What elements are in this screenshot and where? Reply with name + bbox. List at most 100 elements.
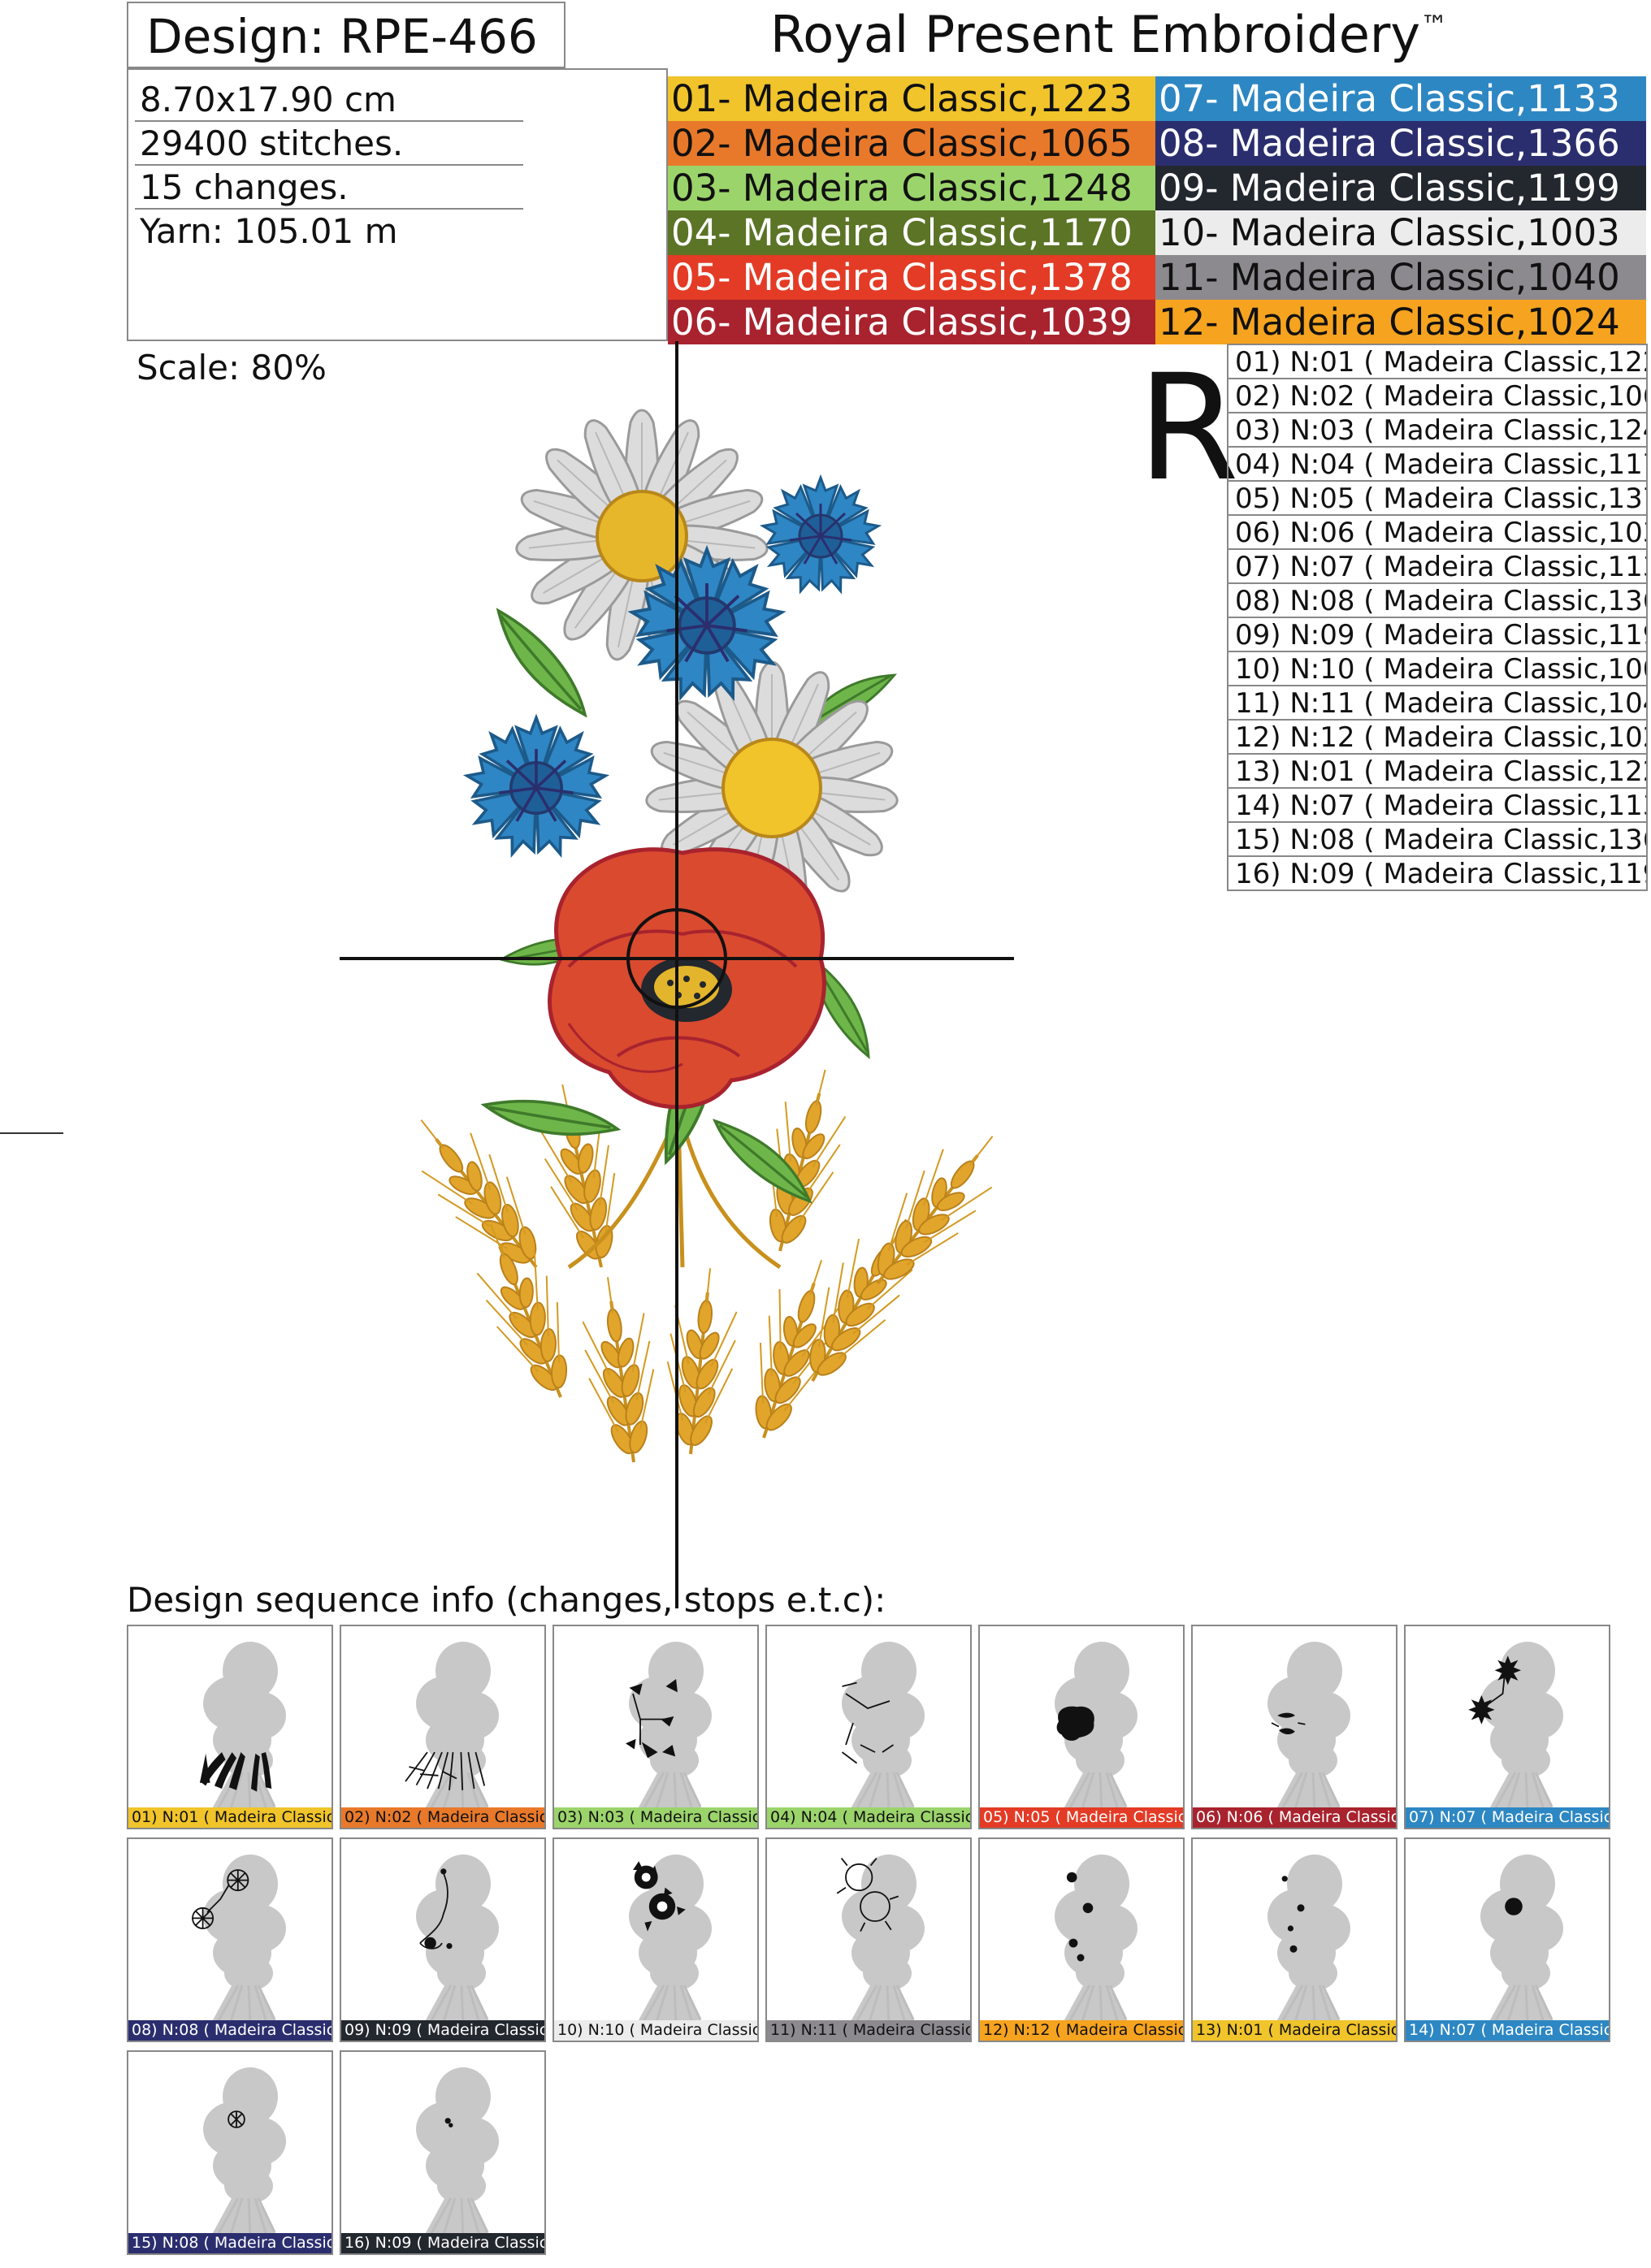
sequence-thumbnail: 05) N:05 ( Madeira Classic,1378) [978, 1625, 1185, 1829]
sequence-row: 03) N:03 ( Madeira Classic,1248) [1228, 413, 1646, 448]
daisy-top [514, 409, 770, 664]
sequence-row: 01) N:01 ( Madeira Classic,1223) [1228, 345, 1646, 379]
sequence-row: 08) N:08 ( Madeira Classic,1366) [1228, 584, 1646, 618]
sequence-thumbnail: 04) N:04 ( Madeira Classic,1170) [765, 1625, 972, 1829]
thumbnail-label: 08) N:08 ( Madeira Classic,1366) [128, 2020, 332, 2041]
thread-swatch-3: 03- Madeira Classic,1248 [668, 166, 1155, 210]
poppy-flower [548, 847, 826, 1110]
thumbnail-label: 11) N:11 ( Madeira Classic,1040) [767, 2020, 970, 2041]
thumbnail-label: 02) N:02 ( Madeira Classic,1065) [341, 1807, 544, 1828]
thumbnail-label: 12) N:12 ( Madeira Classic,1024) [980, 2020, 1183, 2041]
thumbnail-step-preview [203, 2067, 286, 2235]
sequence-thumbnail: 12) N:12 ( Madeira Classic,1024) [978, 1837, 1185, 2042]
thumbnail-label: 03) N:03 ( Madeira Classic,1248) [554, 1807, 757, 1828]
thumbnail-label: 07) N:07 ( Madeira Classic,1133) [1406, 1807, 1609, 1828]
sequence-thumbnail: 07) N:07 ( Madeira Classic,1133) [1404, 1625, 1610, 1829]
thumbnail-step-preview [1055, 1642, 1138, 1809]
thumbnail-step-preview [629, 1855, 712, 2022]
sequence-thumbnail: 15) N:08 ( Madeira Classic,1366) [127, 2050, 333, 2255]
thread-swatch-12: 12- Madeira Classic,1024 [1155, 300, 1646, 344]
sequence-thumbnail: 13) N:01 ( Madeira Classic,1223) [1191, 1837, 1398, 2042]
thread-swatch-1: 01- Madeira Classic,1223 [668, 76, 1155, 121]
sequence-thumbnail: 14) N:07 ( Madeira Classic,1133) [1404, 1837, 1610, 2042]
thumbnail-step-preview [1055, 1855, 1138, 2022]
thumbnail-step-preview [1468, 1642, 1563, 1809]
info-divider [135, 120, 523, 122]
design-size: 8.70x17.90 cm [140, 80, 396, 119]
daisy-middle [644, 660, 900, 916]
design-id-label: Design: RPE-466 [127, 2, 566, 68]
thumbnail-label: 10) N:10 ( Madeira Classic,1003) [554, 2020, 757, 2041]
sequence-row: 10) N:10 ( Madeira Classic,1003) [1228, 652, 1646, 686]
thumbnail-label: 06) N:06 ( Madeira Classic,1039) [1193, 1807, 1396, 1828]
sequence-row: 16) N:09 ( Madeira Classic,1199) [1228, 857, 1646, 891]
thumbnail-step-preview [841, 1642, 925, 1809]
thumbnail-label: 04) N:04 ( Madeira Classic,1170) [767, 1807, 970, 1828]
thread-swatch-7: 07- Madeira Classic,1133 [1155, 76, 1646, 121]
design-info-panel: 8.70x17.90 cm 29400 stitches. 15 changes… [127, 68, 668, 341]
sequence-thumbnail: 08) N:08 ( Madeira Classic,1366) [127, 1837, 333, 2042]
sequence-row: 05) N:05 ( Madeira Classic,1378) [1228, 482, 1646, 516]
sequence-row: 07) N:07 ( Madeira Classic,1133) [1228, 550, 1646, 584]
thread-swatch-9: 09- Madeira Classic,1199 [1155, 166, 1646, 210]
thumbnail-label: 14) N:07 ( Madeira Classic,1133) [1406, 2020, 1609, 2041]
thumbnail-step-preview [836, 1855, 925, 2022]
info-divider [135, 164, 523, 166]
info-divider [135, 208, 523, 210]
sequence-thumbnail: 06) N:06 ( Madeira Classic,1039) [1191, 1625, 1398, 1829]
sequence-row: 02) N:02 ( Madeira Classic,1065) [1228, 379, 1646, 413]
sequence-thumbnail: 02) N:02 ( Madeira Classic,1065) [340, 1625, 546, 1829]
sequence-row: 15) N:08 ( Madeira Classic,1366) [1228, 823, 1646, 857]
sequence-row: 14) N:07 ( Madeira Classic,1133) [1228, 789, 1646, 823]
stitch-count: 29400 stitches. [140, 123, 404, 163]
thumbnail-step-preview [200, 1642, 286, 1809]
thumbnail-label: 09) N:09 ( Madeira Classic,1199) [341, 2020, 544, 2041]
thread-swatch-8: 08- Madeira Classic,1366 [1155, 121, 1646, 166]
cornflower-left [462, 716, 611, 863]
thread-swatch-4: 04- Madeira Classic,1170 [668, 210, 1155, 255]
hoop-edge-mark [0, 1132, 63, 1134]
thumbnail-label: 05) N:05 ( Madeira Classic,1378) [980, 1807, 1183, 1828]
thread-swatch-5: 05- Madeira Classic,1378 [668, 255, 1155, 300]
thumbnail-step-preview [1480, 1855, 1563, 2022]
sequence-row: 13) N:01 ( Madeira Classic,1223) [1228, 755, 1646, 789]
stitch-sequence-list: 01) N:01 ( Madeira Classic,1223) 02) N:02… [1227, 344, 1648, 891]
trademark-mark: ™ [1420, 10, 1449, 42]
thumbnail-step-preview [192, 1855, 286, 2022]
brand-name: Royal Present Embroidery [770, 5, 1421, 64]
cornflower-right [759, 476, 882, 598]
sequence-row: 12) N:12 ( Madeira Classic,1024) [1228, 721, 1646, 755]
embroidery-design-preview [325, 341, 1040, 1608]
thumbnail-step-preview [405, 1642, 499, 1809]
thumbnail-step-preview [416, 1855, 499, 2022]
center-crosshair [340, 341, 1014, 1608]
sequence-info-title: Design sequence info (changes, stops e.t… [127, 1580, 886, 1620]
sequence-row: 04) N:04 ( Madeira Classic,1170) [1228, 448, 1646, 482]
thumbnail-label: 15) N:08 ( Madeira Classic,1366) [128, 2233, 332, 2253]
sequence-row: 11) N:11 ( Madeira Classic,1040) [1228, 686, 1646, 721]
thread-swatch-11: 11- Madeira Classic,1040 [1155, 255, 1646, 300]
thread-swatch-2: 02- Madeira Classic,1065 [668, 121, 1155, 166]
thumbnail-step-preview [626, 1642, 712, 1809]
yarn-length: Yarn: 105.01 m [140, 211, 398, 251]
orientation-mark: R [1138, 344, 1240, 513]
sequence-row: 09) N:09 ( Madeira Classic,1199) [1228, 618, 1646, 652]
sequence-thumbnail: 01) N:01 ( Madeira Classic,1223) [127, 1625, 333, 1829]
thumbnail-step-preview [416, 2067, 499, 2235]
sequence-thumbnail: 03) N:03 ( Madeira Classic,1248) [552, 1625, 759, 1829]
color-change-count: 15 changes. [140, 167, 349, 207]
thread-swatch-10: 10- Madeira Classic,1003 [1155, 210, 1646, 255]
thumbnail-step-preview [1268, 1642, 1350, 1809]
brand-title: Royal Present Embroidery™ [770, 5, 1448, 64]
thumbnail-step-preview [1268, 1855, 1350, 2022]
sequence-thumbnail: 10) N:10 ( Madeira Classic,1003) [552, 1837, 759, 2042]
scale-label: Scale: 80% [136, 348, 327, 387]
thread-swatch-6: 06- Madeira Classic,1039 [668, 300, 1155, 344]
thumbnail-label: 01) N:01 ( Madeira Classic,1223) [128, 1807, 332, 1828]
sequence-row: 06) N:06 ( Madeira Classic,1039) [1228, 516, 1646, 550]
thumbnail-label: 13) N:01 ( Madeira Classic,1223) [1193, 2020, 1396, 2041]
wheat-stalks [393, 1060, 1020, 1469]
sequence-thumbnail: 09) N:09 ( Madeira Classic,1199) [340, 1837, 546, 2042]
sequence-thumbnail: 16) N:09 ( Madeira Classic,1199) [340, 2050, 546, 2255]
thumbnail-label: 16) N:09 ( Madeira Classic,1199) [341, 2233, 544, 2253]
